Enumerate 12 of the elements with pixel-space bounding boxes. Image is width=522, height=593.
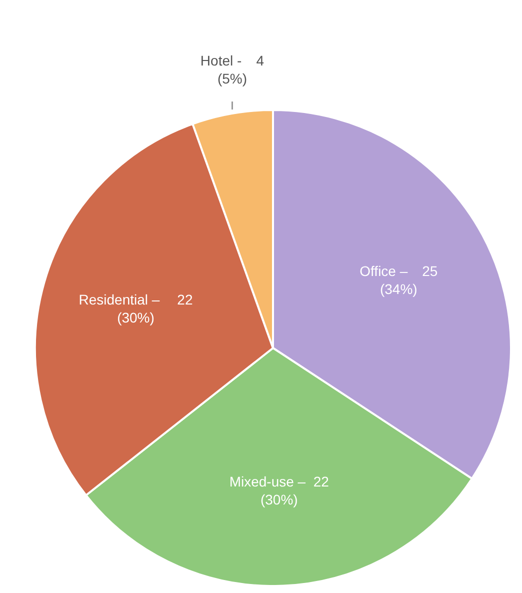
slice-label: Mixed-use – [229, 474, 306, 490]
data-label: 22 [313, 474, 330, 490]
text: (30%) [117, 310, 154, 326]
slice-label: Office – [360, 263, 408, 280]
data-label: 22 [177, 292, 193, 308]
text: (34%) [380, 281, 418, 298]
data-label: 4 [256, 52, 264, 69]
slice-label: Residential – [78, 292, 160, 308]
slice-label: Hotel - [200, 52, 242, 69]
text: (5%) [217, 70, 248, 87]
text: (30%) [260, 492, 298, 508]
data-label: 25 [422, 263, 438, 280]
